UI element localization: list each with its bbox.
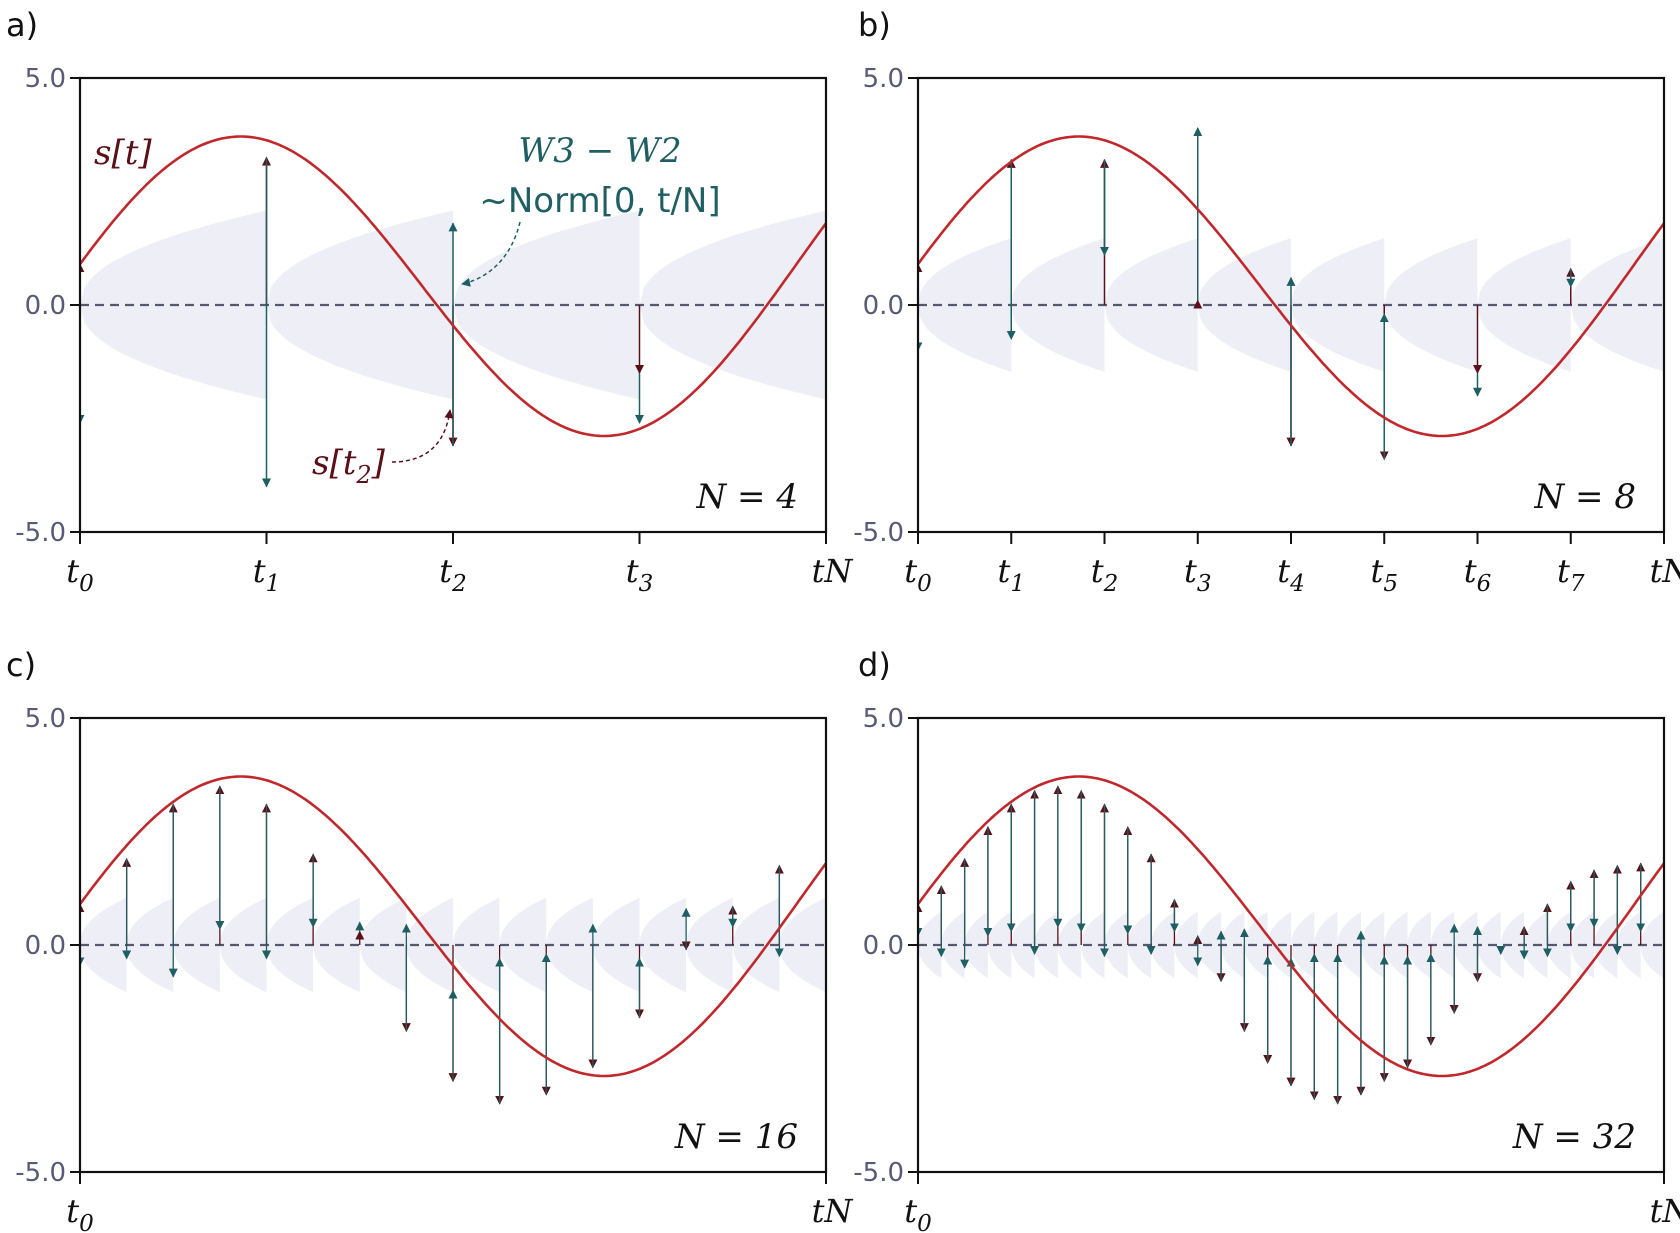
y-tick-label: 0.0 [25, 291, 66, 321]
y-tick-label: -5.0 [15, 1158, 66, 1188]
x-tick-label: t3 [1184, 552, 1212, 597]
y-tick-label: -5.0 [15, 518, 66, 548]
variance-band [639, 897, 687, 993]
panel-a: 5.0 0.0 -5.0t0 t1 t2 t3 tN a) N = 4 s[t] s[t2] W3 −… [6, 6, 853, 597]
signal-label: s[t] [94, 133, 152, 173]
variance-band [964, 911, 988, 979]
x-tick-label: t2 [439, 552, 467, 597]
variance-band [1500, 911, 1525, 979]
y-tick-label: 5.0 [25, 64, 66, 94]
signal-curve [80, 135, 826, 438]
y-tick-label: 0.0 [863, 291, 904, 321]
n-label: N = 8 [1534, 477, 1637, 517]
x-tick-label: tN [812, 1192, 854, 1230]
panel-c: 5.0 0.0 -5.0t0 tN c) N = 16 [6, 646, 853, 1233]
arrows [80, 156, 644, 488]
sample-label: s[t2] [312, 443, 386, 489]
panel-label: b) [858, 6, 891, 44]
x-tick-label: t0 [66, 552, 94, 597]
x-tick-label: tN [1650, 1192, 1680, 1230]
y-tick-label: -5.0 [853, 518, 904, 548]
variance-band [592, 897, 640, 993]
variance-band [266, 210, 453, 400]
arrows [918, 127, 1576, 461]
y-tick-label: 5.0 [863, 64, 904, 94]
y-tick-label: 5.0 [863, 704, 904, 734]
x-tick-label: t6 [1464, 552, 1492, 597]
x-tick-label: tN [812, 552, 854, 590]
variance-band [918, 911, 942, 979]
x-tick-label: t3 [626, 552, 654, 597]
variance-band [219, 897, 267, 993]
y-tick-label: 5.0 [25, 704, 66, 734]
panel-label: c) [6, 646, 36, 684]
x-tick-label: t5 [1370, 552, 1398, 597]
variance-band [686, 897, 733, 993]
noise-label-1: W3 − W2 [518, 131, 681, 171]
variance-band [1337, 911, 1361, 979]
variance-bands [80, 897, 826, 993]
y-tick-label: -5.0 [853, 1158, 904, 1188]
variance-band [266, 897, 314, 993]
x-tick-label: t0 [904, 1192, 932, 1233]
variance-band [1430, 911, 1455, 979]
variance-band [173, 897, 220, 993]
variance-band [1011, 911, 1035, 979]
n-label: N = 32 [1512, 1117, 1636, 1157]
x-tick-label: t2 [1091, 552, 1119, 597]
n-label: N = 16 [674, 1117, 798, 1157]
variance-band [1384, 911, 1408, 979]
sample-pointer [391, 409, 454, 463]
noise-pointer [461, 221, 521, 287]
signal-curve [80, 775, 826, 1078]
x-tick-label: t0 [66, 1192, 94, 1233]
panel-label: a) [6, 6, 38, 44]
x-tick-label: t4 [1277, 552, 1305, 597]
variance-band [1127, 911, 1152, 979]
x-tick-label: t0 [904, 552, 932, 597]
arrows [918, 785, 1646, 1105]
x-tick-label: t1 [997, 552, 1025, 597]
signal-curve [918, 135, 1664, 438]
variance-band [1570, 238, 1664, 372]
n-label: N = 4 [696, 477, 799, 517]
variance-band [1291, 238, 1385, 372]
variance-band [546, 897, 593, 993]
variance-band [1547, 911, 1571, 979]
x-tick-label: t1 [253, 552, 281, 597]
signal-curve [918, 775, 1664, 1078]
variance-band [1221, 911, 1245, 979]
variance-band [126, 897, 174, 993]
variance-band [1174, 911, 1198, 979]
variance-band [1291, 911, 1315, 979]
y-tick-label: 0.0 [25, 931, 66, 961]
x-tick-label: t7 [1557, 552, 1585, 597]
variance-band [1640, 911, 1664, 979]
noise-label-2: ~Norm[0, t/N] [479, 181, 720, 221]
y-tick-label: 0.0 [863, 931, 904, 961]
variance-band [1197, 238, 1291, 372]
panel-d: 5.0 0.0 -5.0t0 tN d) N = 32 [853, 646, 1680, 1233]
arrows [80, 785, 784, 1105]
x-tick-label: tN [1650, 552, 1680, 590]
panel-label: d) [858, 646, 891, 684]
panel-b: 5.0 0.0 -5.0t0 t1 t2 t3 t4 t5 t6 t7 tN b) N = 8 [853, 6, 1680, 597]
variance-band [1081, 911, 1105, 979]
